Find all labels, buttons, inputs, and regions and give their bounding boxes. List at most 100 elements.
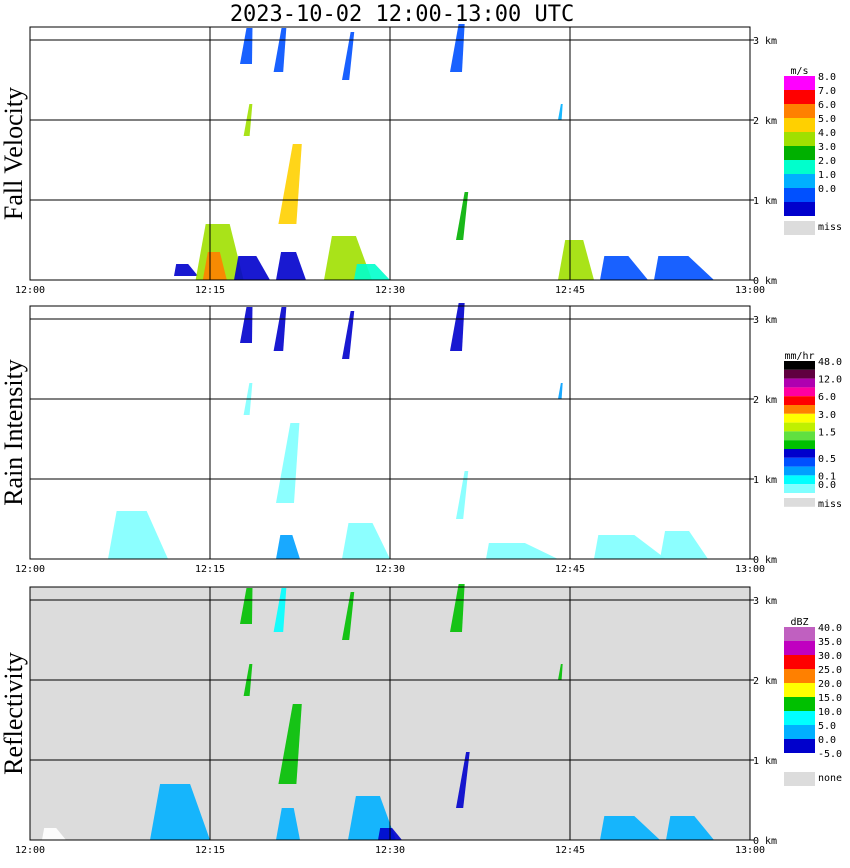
legend-swatch xyxy=(784,669,815,683)
legend-label: 5.0 xyxy=(818,721,836,732)
legend-label: 30.0 xyxy=(818,651,842,662)
legend-swatch xyxy=(784,387,815,397)
grid xyxy=(30,27,750,280)
legend-swatch xyxy=(784,627,815,641)
legend-label: 8.0 xyxy=(818,72,836,83)
y-axis-label: Rain Intensity xyxy=(0,359,28,506)
y-tick-label: 2 km xyxy=(753,116,777,127)
legend-swatch xyxy=(784,188,815,202)
y-axis-label: Fall Velocity xyxy=(0,87,28,220)
x-tick-label: 13:00 xyxy=(735,564,765,575)
echo-mark xyxy=(486,543,558,559)
echo-mark xyxy=(342,592,355,640)
y-tick-label: 1 km xyxy=(753,756,777,767)
echo-layer xyxy=(108,303,708,559)
echo-mark xyxy=(450,303,465,351)
grid xyxy=(30,306,750,559)
legend-swatch xyxy=(784,725,815,739)
panel-1: 12:00 12:15 12:30 12:45 13:000 km 1 km 2 km 3 k… xyxy=(0,24,842,296)
legend-swatch xyxy=(784,641,815,655)
legend-label: 3.0 xyxy=(818,142,836,153)
x-tick-label: 12:45 xyxy=(555,285,585,296)
y-tick-label: 3 km xyxy=(753,36,777,47)
y-tick-label: 0 km xyxy=(753,836,777,847)
grid xyxy=(30,587,750,840)
echo-layer xyxy=(174,24,714,280)
legend-swatch xyxy=(784,739,815,753)
echo-mark xyxy=(666,816,714,840)
legend-label: miss xyxy=(818,499,842,510)
echo-mark xyxy=(558,104,563,120)
legend-label: 15.0 xyxy=(818,693,842,704)
echo-mark xyxy=(450,24,465,72)
y-tick-label: 3 km xyxy=(753,596,777,607)
legend-label: 1.5 xyxy=(818,427,836,438)
echo-mark xyxy=(174,264,198,276)
echo-mark xyxy=(354,264,390,280)
x-tick-label: 12:00 xyxy=(15,845,45,856)
legend-swatch xyxy=(784,104,815,118)
echo-mark xyxy=(594,535,666,559)
legend-label: 4.0 xyxy=(818,128,836,139)
x-tick-label: 13:00 xyxy=(735,285,765,296)
echo-mark xyxy=(150,784,210,840)
echo-mark xyxy=(450,584,465,632)
legend-label: 20.0 xyxy=(818,679,842,690)
echo-mark xyxy=(273,28,287,72)
legend-swatch xyxy=(784,753,815,767)
x-tick-label: 12:45 xyxy=(555,564,585,575)
echo-mark xyxy=(234,256,270,280)
legend-label: 0.5 xyxy=(818,454,836,465)
echo-mark xyxy=(42,828,66,840)
legend: m/s 8.0 7.0 6.0 5.0 4.0 3.0 2.0 1.0 0.0 miss xyxy=(784,66,842,235)
legend-label: none xyxy=(818,773,842,784)
legend-swatch xyxy=(784,90,815,104)
x-tick-label: 12:30 xyxy=(375,845,405,856)
legend-swatch xyxy=(784,405,815,414)
y-tick-label: 1 km xyxy=(753,196,777,207)
legend-swatch xyxy=(784,160,815,174)
echo-mark xyxy=(240,28,253,64)
echo-mark xyxy=(276,808,300,840)
legend-swatch xyxy=(784,697,815,711)
x-tick-label: 12:30 xyxy=(375,564,405,575)
legend-swatch xyxy=(784,466,815,476)
legend-label: 0.0 xyxy=(818,480,836,491)
x-tick-label: 12:15 xyxy=(195,285,225,296)
echo-mark xyxy=(278,704,302,784)
y-tick-label: 1 km xyxy=(753,475,777,486)
legend-label: 0.0 xyxy=(818,184,836,195)
legend-swatch xyxy=(784,655,815,669)
legend-swatch xyxy=(784,132,815,146)
legend-swatch xyxy=(784,146,815,160)
legend-swatch xyxy=(784,440,815,449)
legend-label: 40.0 xyxy=(818,623,842,634)
legend-label: 0.1 xyxy=(818,471,836,482)
legend-label: 6.0 xyxy=(818,392,836,403)
legend-label: 3.0 xyxy=(818,410,836,421)
echo-mark xyxy=(456,471,469,519)
legend-label: 35.0 xyxy=(818,637,842,648)
legend-swatch xyxy=(784,413,815,423)
legend: dBZ 40.0 35.0 30.0 25.0 20.0 15.0 10.0 5.0 0.0 -5.… xyxy=(784,617,842,786)
legend-label: 48.0 xyxy=(818,357,842,368)
y-tick-label: 3 km xyxy=(753,315,777,326)
legend-unit: m/s xyxy=(790,66,808,77)
legend-swatch xyxy=(784,76,815,90)
legend-swatch xyxy=(784,369,815,379)
x-tick-label: 12:15 xyxy=(195,845,225,856)
legend-label: 1.0 xyxy=(818,170,836,181)
legend-label: 5.0 xyxy=(818,114,836,125)
legend-swatch xyxy=(784,361,815,370)
legend-label: 12.0 xyxy=(818,375,842,386)
echo-mark xyxy=(456,192,469,240)
chart-title: 2023-10-02 12:00-13:00 UTC xyxy=(230,2,574,27)
y-tick-label: 0 km xyxy=(753,276,777,287)
echo-mark xyxy=(276,423,300,503)
echo-mark xyxy=(276,252,306,280)
legend-swatch xyxy=(784,174,815,188)
legend-swatch xyxy=(784,449,815,458)
echo-mark xyxy=(202,252,227,280)
plot-frame xyxy=(29,586,751,841)
